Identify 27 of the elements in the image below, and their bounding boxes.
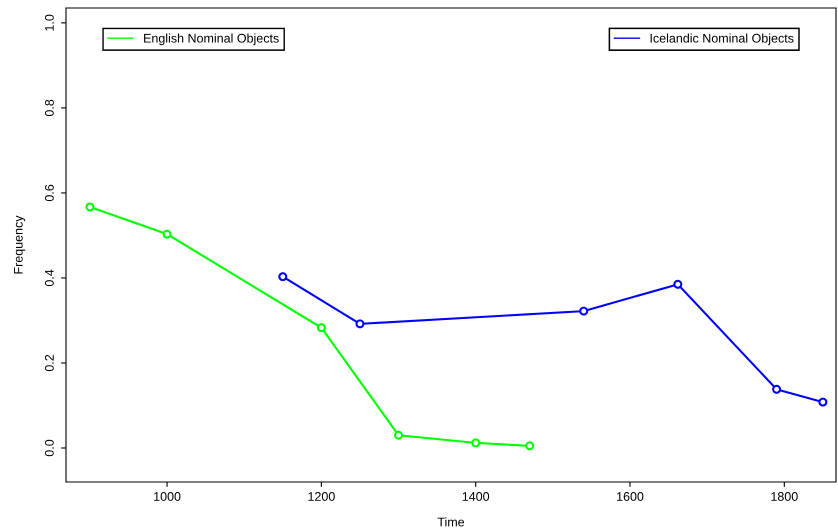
point xyxy=(355,319,364,328)
point xyxy=(525,441,534,450)
point xyxy=(85,202,94,212)
x-tick-label: 1000 xyxy=(154,492,180,501)
y-tick-label: 0.4 xyxy=(44,270,54,286)
point xyxy=(278,272,288,282)
point xyxy=(673,280,682,289)
y-tick-label: 1.0 xyxy=(44,14,54,31)
x-tick-label: 1600 xyxy=(617,492,644,501)
y-axis-title: Frequency xyxy=(14,215,26,274)
y-tick-label: 0.6 xyxy=(44,184,54,202)
x-axis-title: Time xyxy=(438,517,464,526)
x-tick-label: 1800 xyxy=(771,492,798,501)
x-tick-label: 1200 xyxy=(308,492,335,501)
point xyxy=(316,323,326,332)
y-tick-label: 0.2 xyxy=(44,354,54,372)
point xyxy=(162,230,172,239)
legend-label: Icelandic Nominal Objects xyxy=(650,33,794,46)
point xyxy=(471,438,480,448)
x-tick-label: 1400 xyxy=(462,492,490,501)
point xyxy=(579,306,588,316)
point xyxy=(394,430,404,440)
y-tick-label: 0.8 xyxy=(44,100,54,116)
point xyxy=(818,398,828,407)
point xyxy=(772,384,782,394)
legend-label: English Nominal Objects xyxy=(144,33,279,46)
y-tick-label: 0.0 xyxy=(44,440,54,456)
